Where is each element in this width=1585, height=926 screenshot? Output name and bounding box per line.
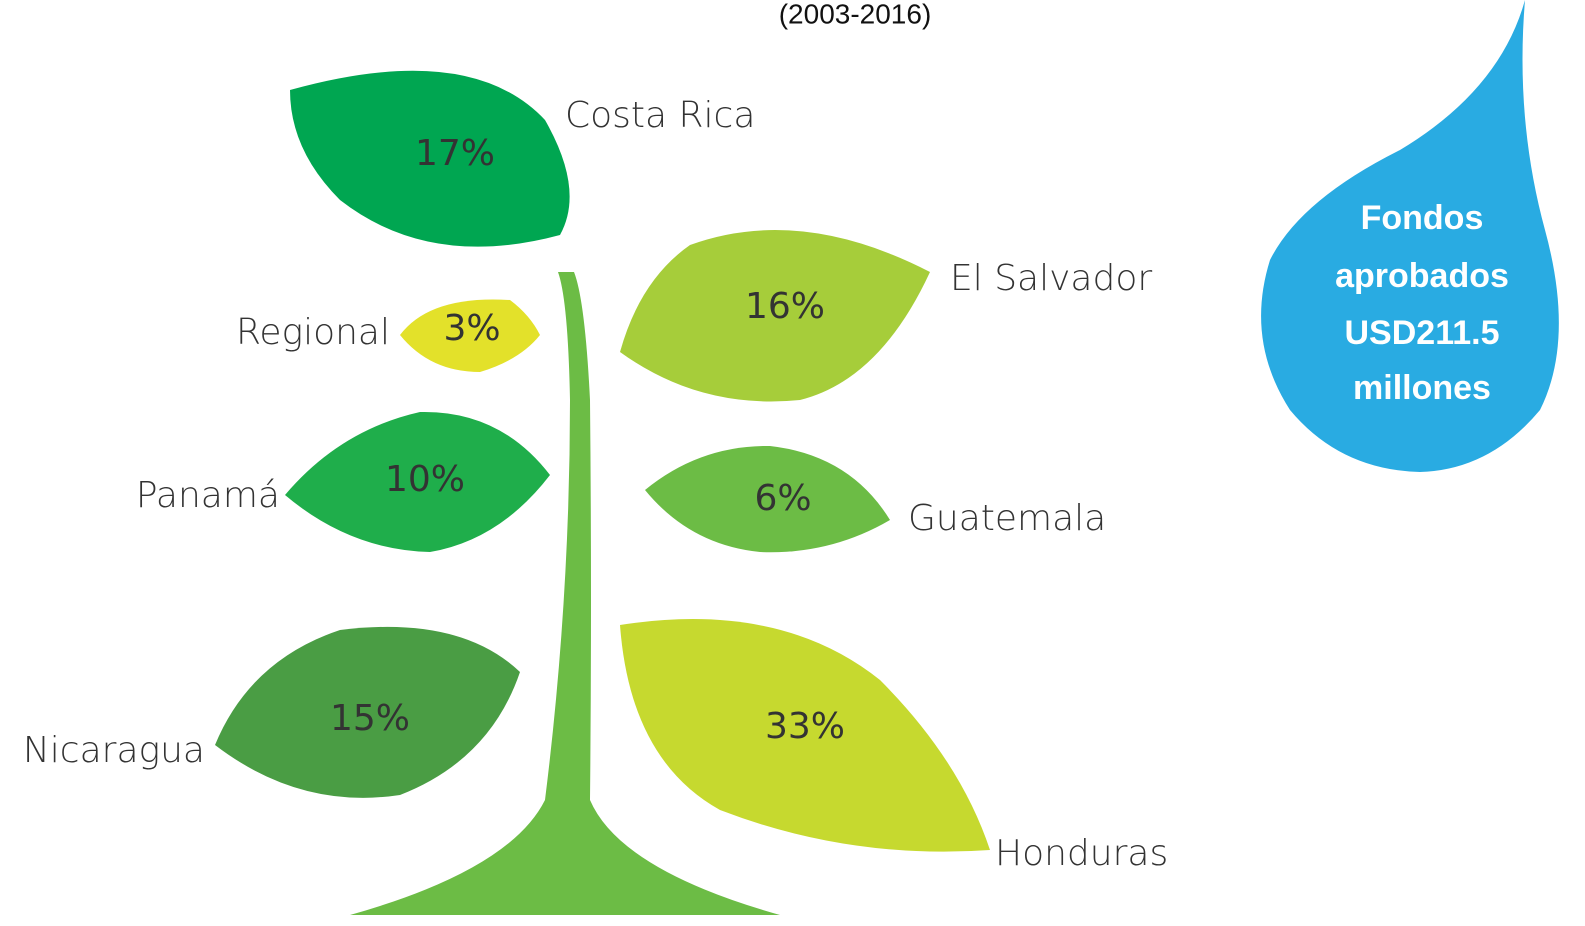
drop-text: aprobados bbox=[1335, 257, 1509, 295]
drop-text: Fondos bbox=[1361, 199, 1484, 237]
leaf-label: El Salvador bbox=[950, 258, 1152, 299]
drop-text: USD211.5 bbox=[1345, 314, 1500, 352]
leaf-value: 17% bbox=[415, 133, 495, 174]
leaf bbox=[215, 626, 520, 798]
stem bbox=[350, 272, 780, 915]
subtitle: (2003-2016) bbox=[779, 0, 932, 29]
leaf bbox=[400, 299, 540, 372]
leaf-label: Nicaragua bbox=[23, 730, 205, 771]
leaf-label: Panamá bbox=[136, 475, 280, 516]
leaf-value: 10% bbox=[385, 459, 465, 500]
drop-text: millones bbox=[1353, 369, 1491, 407]
leaf-value: 6% bbox=[754, 478, 811, 519]
leaf-value: 33% bbox=[765, 706, 845, 747]
leaf bbox=[620, 619, 990, 852]
leaf-value: 3% bbox=[443, 308, 500, 349]
leaf bbox=[620, 230, 930, 402]
leaf-label: Costa Rica bbox=[565, 95, 755, 136]
leaf-value: 16% bbox=[745, 286, 825, 327]
leaf bbox=[645, 445, 890, 553]
leaf bbox=[285, 411, 550, 552]
leaf-value: 15% bbox=[330, 698, 410, 739]
leaf-label: Guatemala bbox=[908, 498, 1106, 539]
leaf-label: Regional bbox=[236, 312, 390, 353]
water-drop bbox=[1261, 0, 1559, 472]
leaf-label: Honduras bbox=[995, 833, 1168, 874]
leaf bbox=[290, 70, 570, 247]
